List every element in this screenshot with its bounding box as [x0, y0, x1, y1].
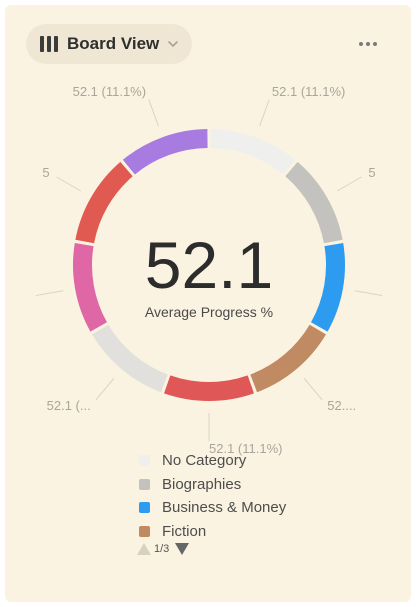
slice-data-label: 52.1 (11.1%)	[272, 84, 345, 99]
center-label: Average Progress %	[145, 304, 273, 320]
legend-swatch	[139, 455, 150, 467]
legend-item[interactable]: Biographies	[139, 473, 286, 497]
board-view-button[interactable]: Board View	[26, 24, 192, 64]
slice-data-label: 52....	[327, 398, 356, 413]
slice-data-label: 52.1 (...	[47, 398, 91, 413]
slice-data-label: 5	[368, 165, 375, 180]
more-options-button[interactable]	[355, 39, 381, 49]
board-view-label: Board View	[67, 34, 160, 53]
donut-slice[interactable]	[122, 129, 208, 175]
legend-swatch	[139, 525, 150, 537]
donut-slice[interactable]	[73, 242, 107, 332]
legend-next-icon[interactable]	[175, 543, 190, 555]
legend-label: Fiction	[162, 522, 207, 540]
legend-label: Biographies	[162, 475, 242, 493]
legend-prev-icon[interactable]	[137, 543, 151, 555]
legend-item[interactable]: Business & Money	[139, 496, 286, 520]
legend-page-indicator: 1/3	[154, 543, 170, 555]
donut-slice[interactable]	[250, 324, 326, 393]
donut-slice[interactable]	[75, 161, 133, 244]
slice-leader-line	[148, 99, 159, 127]
slice-data-label: 5	[42, 165, 49, 180]
legend-swatch	[139, 478, 150, 490]
legend-item[interactable]: No Category	[139, 449, 286, 473]
legend-item[interactable]: Fiction	[139, 520, 286, 544]
slice-data-label: 52.1 (11.1%)	[209, 441, 282, 456]
slice-leader-line	[354, 290, 383, 297]
donut-slice[interactable]	[285, 161, 343, 244]
donut-slice[interactable]	[92, 324, 168, 393]
slice-leader-line	[303, 378, 323, 401]
chevron-down-icon	[168, 41, 179, 48]
legend-label: Business & Money	[162, 499, 287, 517]
donut-slice[interactable]	[210, 129, 296, 175]
legend-pager: 1/3	[137, 543, 190, 555]
legend-swatch	[139, 502, 150, 514]
progress-widget-card: Board View	[5, 5, 411, 602]
slice-leader-line	[35, 290, 64, 297]
slice-leader-line	[336, 176, 362, 192]
slice-leader-line	[56, 176, 82, 192]
board-columns-icon	[40, 36, 58, 52]
legend-label: No Category	[162, 452, 247, 470]
slice-data-label: 52.1 (11.1%)	[73, 84, 146, 99]
donut-slice[interactable]	[311, 242, 345, 332]
donut-slice[interactable]	[164, 375, 254, 402]
more-horizontal-icon	[359, 42, 377, 46]
slice-leader-line	[259, 99, 270, 127]
chart-legend: No Category Biographies Business & Money Fi…	[139, 449, 286, 543]
center-value: 52.1	[145, 228, 273, 302]
slice-leader-line	[95, 378, 115, 401]
